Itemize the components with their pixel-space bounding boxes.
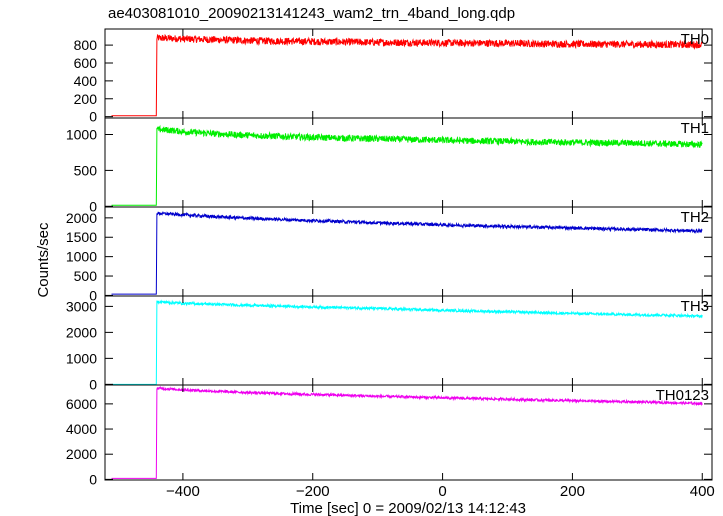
y-tick-label: 0 — [89, 287, 97, 303]
x-tick-label: −200 — [296, 483, 330, 500]
y-tick-label: 3000 — [66, 298, 97, 314]
y-tick-label: 800 — [74, 37, 98, 53]
y-axis-label: Counts/sec — [35, 222, 52, 298]
panel-frame — [104, 206, 713, 297]
y-tick-label: 0 — [89, 198, 97, 214]
x-axis-label: Time [sec] 0 = 2009/02/13 14:12:43 — [290, 500, 526, 516]
y-tick-label: 1000 — [66, 350, 97, 366]
series-label: TH0123 — [656, 387, 709, 404]
y-tick-label: 0 — [89, 376, 97, 392]
series-label: TH1 — [681, 120, 709, 137]
x-tick-label: −400 — [166, 483, 200, 500]
series-line-th2 — [111, 211, 703, 295]
x-tick-label: 400 — [690, 483, 715, 500]
panel-frame — [104, 384, 713, 481]
panel-th1: 0 500 1000 TH1 — [66, 117, 713, 214]
y-tick-label: 4000 — [66, 421, 97, 437]
series-line-th0 — [111, 33, 703, 117]
y-tick-label: 500 — [74, 162, 98, 178]
y-tick-label: 200 — [74, 91, 98, 107]
y-tick-label: 1000 — [66, 127, 97, 143]
series-line-th0123 — [111, 385, 703, 479]
y-tick-label: 500 — [74, 268, 98, 284]
x-tick-label: 0 — [438, 483, 446, 500]
y-tick-label: 6000 — [66, 396, 97, 412]
y-tick-label: 400 — [74, 73, 98, 89]
chart-title: ae403081010_20090213141243_wam2_trn_4ban… — [108, 5, 515, 22]
series-label: TH0 — [681, 31, 709, 48]
y-tick-label: 2000 — [66, 446, 97, 462]
series-label: TH2 — [681, 209, 709, 226]
y-tick-label: 1000 — [66, 249, 97, 265]
panel-th0: 0 200 400 600 800 TH0 — [74, 28, 713, 125]
y-tick-label: 600 — [74, 55, 98, 71]
y-tick-label: 0 — [89, 471, 97, 487]
panel-th2: 0 500 1000 1500 2000 TH2 — [66, 206, 713, 303]
series-line-th1 — [111, 124, 703, 206]
panel-th0123: 0 2000 4000 6000 TH0123 — [66, 384, 713, 487]
series-label: TH3 — [681, 298, 709, 315]
x-tick-label: 200 — [560, 483, 585, 500]
series-line-th3 — [111, 299, 703, 385]
y-tick-label: 2000 — [66, 210, 97, 226]
y-tick-label: 0 — [89, 109, 97, 125]
panel-th3: 0 1000 2000 3000 TH3 — [66, 295, 713, 392]
panels-group: 0 200 400 600 800 TH0 0 500 1000 TH1 0 500 1000 1500 2… — [66, 28, 715, 500]
y-tick-label: 1500 — [66, 229, 97, 245]
y-tick-label: 2000 — [66, 324, 97, 340]
